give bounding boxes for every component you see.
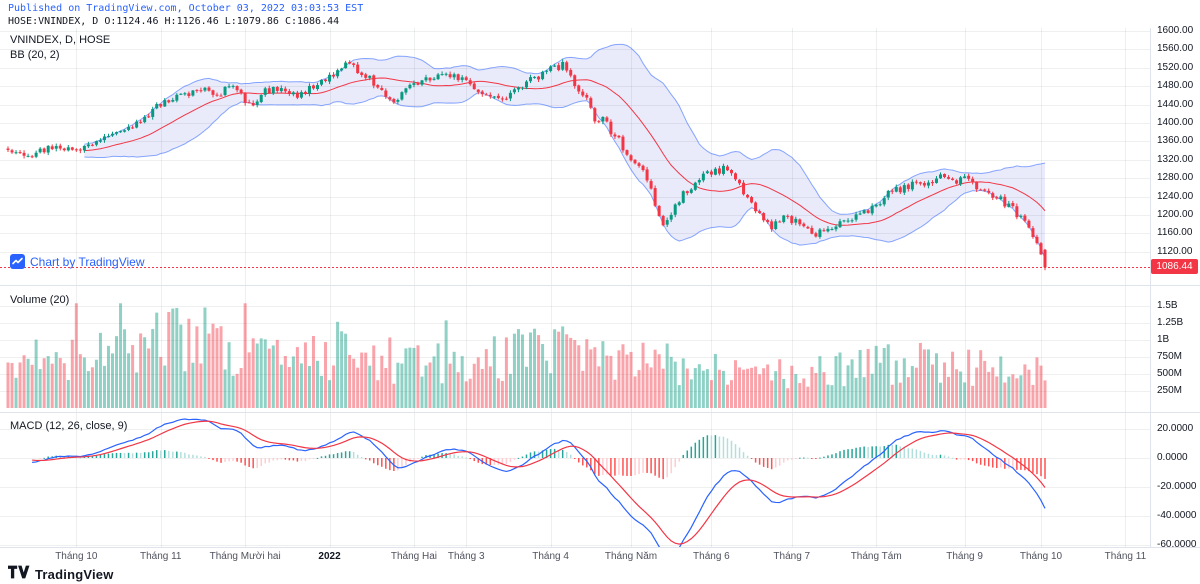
y-axis-tick-label: 1B [1157,334,1170,345]
last-price-label: 1086.44 [1151,259,1198,275]
y-axis-tick-label: -40.0000 [1157,510,1197,521]
time-axis-tick-label: Tháng 10 [55,551,98,562]
y-axis-tick-label: 1280.00 [1157,172,1194,184]
time-axis-tick-label: Tháng Mười hai [209,551,281,562]
y-axis-tick-label: 1600.00 [1157,25,1194,36]
price-scale[interactable]: 1086.44 1600.00 1560.00 1520.00 1480.00 1440… [1150,25,1200,550]
macd-indicator-legend[interactable]: MACD (12, 26, close, 9) [10,420,128,432]
time-axis-tick-label: Tháng 10 [1019,551,1063,562]
y-axis-tick-label: -60.0000 [1157,539,1197,550]
y-axis-tick-label: 1560.00 [1157,43,1194,55]
time-axis-tick-label: Tháng Hai [390,551,438,562]
y-axis-tick-label: 250M [1157,385,1183,396]
chart-watermark-link[interactable]: Chart by TradingView [10,254,145,269]
time-axis-tick-label: Tháng 7 [773,551,811,562]
y-axis-tick-label: 1480.00 [1157,80,1194,92]
price-pane-legend: VNINDEX, D, HOSE BB (20, 2) [10,34,110,61]
y-axis-tick-label: 1200.00 [1157,209,1194,220]
time-axis-tick-label: 2022 [318,551,341,562]
chart-area[interactable]: VNINDEX, D, HOSE BB (20, 2) Volume (20) … [0,25,1200,550]
y-axis-tick-label: 1320.00 [1157,153,1194,165]
symbol-legend[interactable]: VNINDEX, D, HOSE [10,34,111,46]
time-axis-tick-label: Tháng 11 [139,551,182,562]
y-axis-tick-label: 0.0000 [1157,452,1188,463]
volume-indicator-legend[interactable]: Volume (20) [10,294,70,306]
time-axis-tick-label: Tháng 6 [693,551,730,562]
y-axis-tick-label: 1360.00 [1157,135,1194,147]
time-axis-tick-label: Tháng 11 [1104,551,1147,562]
y-axis-tick-label: -20.0000 [1157,481,1197,492]
y-axis-tick-label: 1440.00 [1157,98,1194,110]
time-scale[interactable]: Tháng 10 Tháng 11 Tháng Mười hai 2022 Tháng … [0,548,1200,566]
y-axis-tick-label: 1.25B [1157,317,1184,328]
y-axis-tick-label: 750M [1157,351,1183,362]
y-axis-tick-label: 500M [1157,368,1183,379]
y-axis-tick-label: 1400.00 [1157,117,1194,128]
time-axis-tick-label: Tháng 3 [447,551,485,562]
footer: TradingView [8,565,114,584]
tradingview-logo-icon [10,254,25,269]
tradingview-wordmark-icon[interactable] [8,565,30,584]
time-axis-tick-label: Tháng Năm [604,551,658,562]
bb-indicator-legend[interactable]: BB (20, 2) [10,49,60,61]
time-axis-tick-label: Tháng 4 [532,551,569,562]
y-axis-tick-label: 20.0000 [1157,423,1194,434]
published-line: Published on TradingView.com, October 03… [8,3,364,14]
y-axis-tick-label: 1120.00 [1157,245,1193,257]
y-axis-tick-label: 1240.00 [1157,190,1194,202]
time-axis-tick-label: Tháng Tám [850,551,902,562]
y-axis-tick-label: 1160.00 [1157,227,1193,239]
symbol-ohlc-line: HOSE:VNINDEX, D O:1124.46 H:1126.46 L:10… [8,16,340,27]
y-axis-tick-label: 1.5B [1157,300,1178,311]
tradingview-brand-text[interactable]: TradingView [35,567,114,582]
chart-canvas[interactable] [0,28,1200,548]
header: Published on TradingView.com, October 03… [8,2,363,28]
time-axis-tick-label: Tháng 9 [946,551,983,562]
watermark-text: Chart by TradingView [30,254,145,269]
y-axis-tick-label: 1520.00 [1157,61,1194,73]
